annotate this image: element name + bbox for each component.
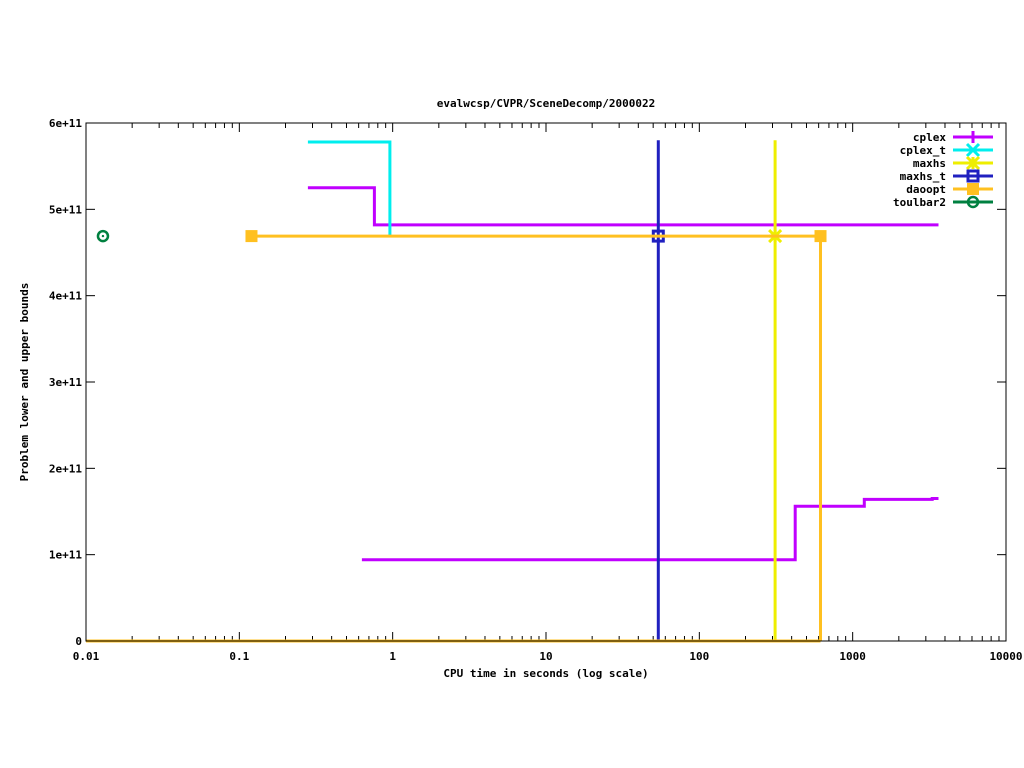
series-toulbar2: [96, 229, 110, 243]
series-daoopt: [86, 230, 827, 643]
series-cplex: [307, 186, 939, 562]
daoopt-point: [814, 230, 827, 243]
toulbar2-point: [96, 229, 110, 243]
legend-marker: [967, 131, 979, 143]
legend-label: cplex: [913, 131, 946, 144]
plot-frame: [85, 122, 1007, 642]
y-tick-label: 2e+11: [49, 462, 82, 475]
cplex-line: [307, 186, 939, 227]
x-tick-label: 10: [539, 650, 552, 663]
legend-marker: [965, 142, 981, 158]
y-tick-label: 4e+11: [49, 290, 82, 303]
legend-label: maxhs: [913, 157, 946, 170]
x-axis-label: CPU time in seconds (log scale): [443, 667, 648, 680]
x-tick-label: 1000: [839, 650, 866, 663]
legend-marker: [966, 195, 980, 209]
y-tick-label: 5e+11: [49, 203, 82, 216]
y-tick-label: 6e+11: [49, 117, 82, 130]
toulbar2-point-dot: [101, 234, 105, 238]
daoopt-point: [245, 230, 258, 243]
x-tick-label: 0.01: [73, 650, 100, 663]
daoopt-line: [251, 234, 822, 641]
chart-title: evalwcsp/CVPR/SceneDecomp/2000022: [437, 97, 656, 110]
y-tick-label: 0: [75, 635, 82, 648]
y-tick-label: 1e+11: [49, 549, 82, 562]
legend-marker: [965, 155, 981, 171]
legend-label: toulbar2: [893, 196, 946, 209]
x-tick-label: 100: [689, 650, 709, 663]
x-tick-label: 0.1: [229, 650, 249, 663]
y-tick-label: 3e+11: [49, 376, 82, 389]
x-tick-label: 10000: [989, 650, 1022, 663]
y-axis-label: Problem lower and upper bounds: [18, 283, 31, 482]
legend-label: cplex_t: [900, 144, 946, 157]
legend-label: maxhs_t: [900, 170, 946, 183]
x-tick-label: 1: [389, 650, 396, 663]
legend-marker: [967, 183, 979, 195]
legend-marker: [966, 169, 980, 183]
cplex_t-line: [307, 140, 392, 236]
legend-marker-dot: [971, 200, 975, 204]
series-cplex_t: [307, 140, 392, 236]
legend-label: daoopt: [906, 183, 946, 196]
series-maxhs: [768, 140, 783, 641]
cplex-line: [361, 497, 939, 562]
series-maxhs_t: [651, 140, 665, 641]
